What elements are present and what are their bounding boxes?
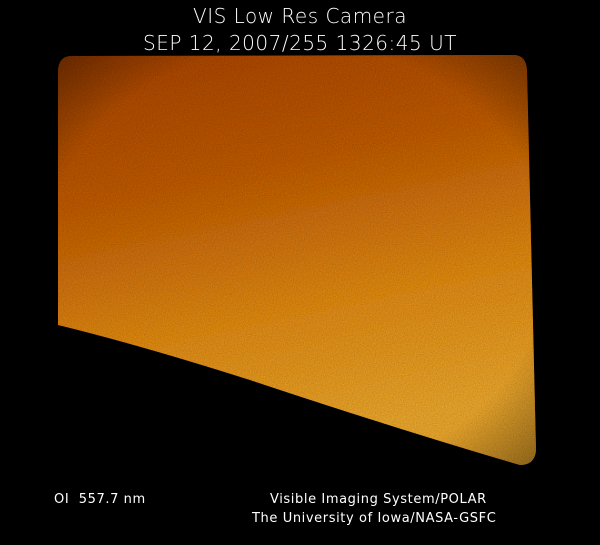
image-timestamp: SEP 12, 2007/255 1326:45 UT <box>143 31 457 55</box>
filter-label: OI 557.7 nm <box>54 492 146 507</box>
credit-line-2: The University of Iowa/NASA-GSFC <box>252 511 497 526</box>
image-vignette <box>58 55 536 465</box>
credit-line-1: Visible Imaging System/POLAR <box>270 492 487 507</box>
image-title: VIS Low Res Camera <box>193 4 407 28</box>
